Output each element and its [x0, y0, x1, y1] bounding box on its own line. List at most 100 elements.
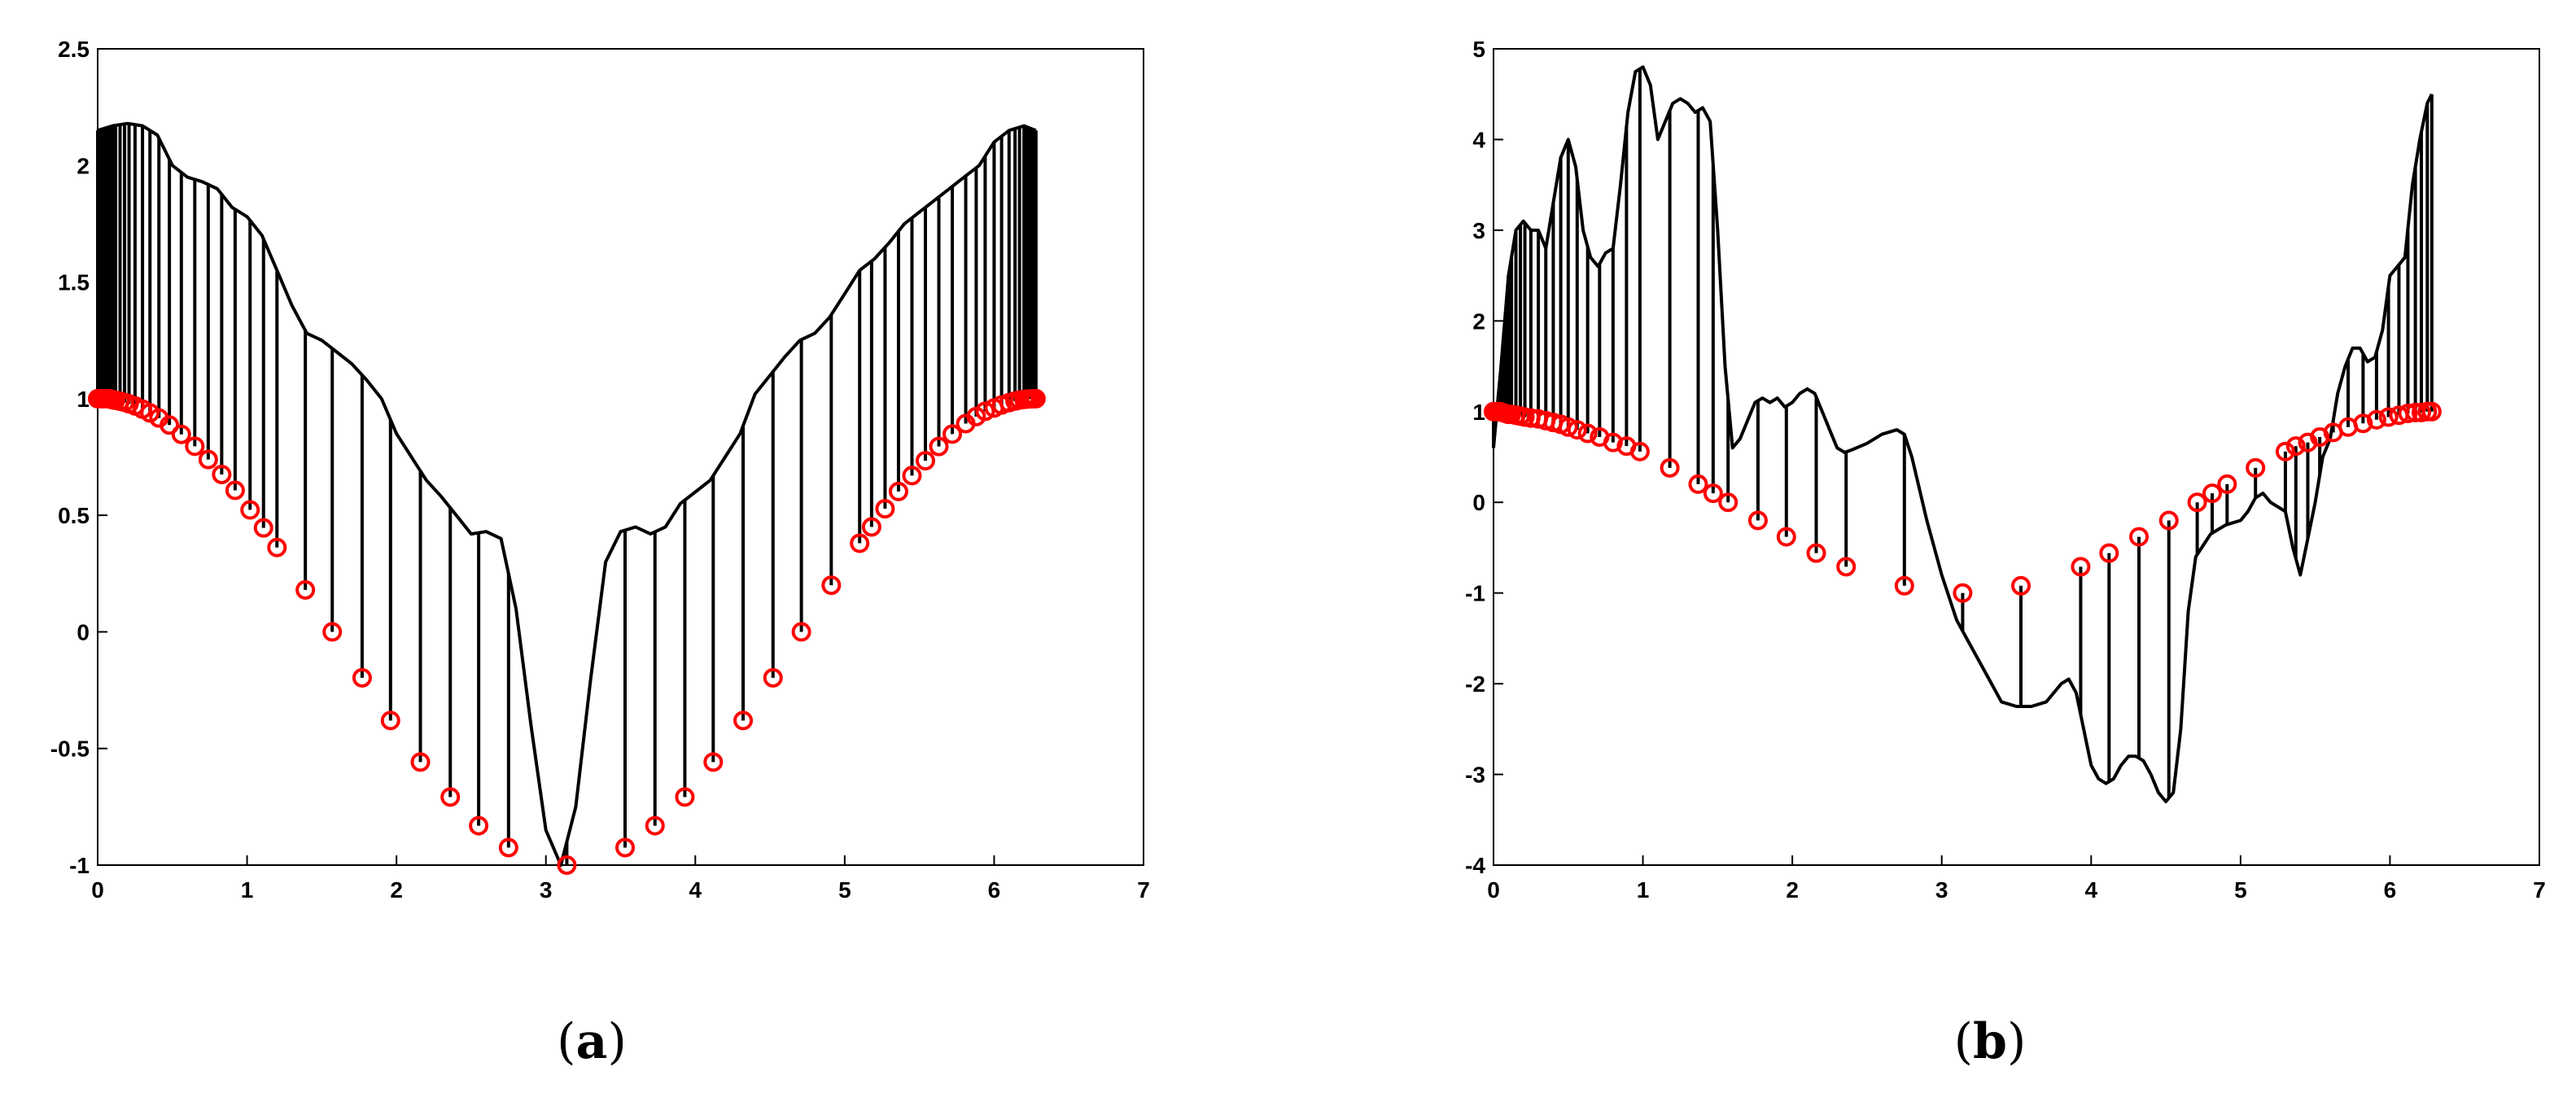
sample-marker [2202, 483, 2222, 504]
sample-marker [850, 533, 870, 553]
sample-marker [2217, 474, 2237, 494]
y-tick-label: -0.5 [50, 737, 90, 762]
chart-panel-b: 0 1 2 3 4 5 6 7 -4 -3 -2 -1 0 1 2 3 4 5 (b) [1465, 37, 2546, 1070]
sample-marker [615, 837, 636, 858]
sample-marker [440, 787, 461, 807]
x-tick-label: 7 [1137, 877, 1150, 903]
y-tick-label: -2 [1465, 671, 1485, 697]
sample-marker [225, 480, 245, 501]
x-tick-label: 2 [1786, 877, 1799, 903]
sample-marker [1660, 457, 1680, 478]
sample-marker [1688, 474, 1708, 494]
sample-marker [2378, 407, 2399, 427]
x-tick-label: 1 [1637, 877, 1650, 903]
sample-marker [821, 575, 842, 596]
sample-marker [380, 710, 400, 731]
sample-marker [703, 752, 724, 772]
x-tick-label: 5 [2234, 877, 2247, 903]
caption-a-letter: a [576, 1013, 608, 1070]
y-tick-label: 2.5 [58, 37, 90, 62]
plot-frame-b [1493, 48, 2540, 866]
y-tick-label: 1.5 [58, 270, 90, 295]
sample-marker [1806, 543, 1826, 563]
sample-marker [253, 518, 273, 538]
sample-marker [1026, 388, 1046, 409]
sample-marker [198, 449, 218, 470]
y-tick-label: 0.5 [58, 503, 90, 528]
sample-marker [929, 436, 949, 457]
sample-marker [2366, 409, 2386, 430]
caption-b: (b) [1954, 1013, 2027, 1070]
x-tick-label: 0 [1487, 877, 1500, 903]
sample-marker [2011, 575, 2031, 596]
sample-marker [1703, 483, 1723, 504]
sample-marker [267, 537, 287, 557]
y-tick-label: 3 [1472, 218, 1485, 243]
sample-marker [295, 579, 316, 600]
sample-marker [2158, 510, 2179, 531]
function-curve [1492, 65, 2434, 803]
sample-marker [861, 517, 881, 537]
function-curve [97, 121, 1037, 867]
y-tick-label: 0 [1472, 490, 1485, 515]
x-tick-label: 0 [91, 877, 104, 903]
chart-panel-a: 0 1 2 3 4 5 6 7 -1 -0.5 0 0.5 1 1.5 2 2.5 (a) [50, 37, 1150, 1070]
sample-marker [1603, 432, 1623, 452]
sample-marker [2246, 457, 2266, 478]
caption-b-letter: b [1973, 1013, 2007, 1070]
sample-marker [1894, 575, 1914, 596]
x-tick-label: 5 [838, 877, 851, 903]
sample-marker [171, 424, 191, 444]
sample-marker [352, 667, 372, 688]
sample-marker [875, 499, 895, 519]
sample-marker [160, 415, 180, 435]
sample-marker [185, 436, 205, 457]
sample-marker [791, 622, 811, 642]
y-tick-label: -1 [1465, 581, 1485, 606]
sample-marker [2071, 557, 2091, 577]
sample-marker [675, 787, 695, 807]
x-tick-label: 1 [241, 877, 254, 903]
sample-marker [1776, 527, 1796, 547]
x-tick-label: 4 [2084, 877, 2097, 903]
sample-marker [469, 815, 489, 836]
sample-marker [1567, 420, 1587, 440]
sample-marker [1629, 441, 1650, 461]
sample-marker [2421, 401, 2442, 422]
y-tick-label: -4 [1465, 853, 1485, 878]
sample-marker [1747, 510, 1768, 531]
sample-marker [322, 622, 343, 642]
sample-marker [1577, 423, 1598, 444]
sample-marker [2285, 436, 2306, 457]
sample-marker [2275, 441, 2295, 461]
y-tick-label: 0 [77, 619, 90, 645]
x-tick-label: 6 [2384, 877, 2397, 903]
x-tick-label: 3 [1935, 877, 1948, 903]
y-tick-label: 2 [77, 153, 90, 178]
sample-marker [2187, 492, 2207, 513]
sample-marker [2099, 543, 2119, 563]
plot-area-b: 0 1 2 3 4 5 6 7 -4 -3 -2 -1 0 1 2 3 4 5 [1465, 37, 2546, 903]
sample-marker [2398, 404, 2418, 424]
sample-marker [410, 752, 431, 772]
x-tick-label: 2 [390, 877, 403, 903]
sample-marker [212, 464, 232, 484]
sample-marker [2353, 413, 2373, 434]
y-tick-label: 4 [1472, 127, 1485, 152]
y-tick-label: 1 [1472, 400, 1485, 425]
sample-marker [763, 667, 783, 688]
sample-marker [915, 451, 935, 471]
sample-marker [645, 815, 665, 836]
x-tick-label: 4 [689, 877, 702, 903]
sample-marker [498, 837, 518, 858]
x-tick-label: 3 [540, 877, 553, 903]
sample-marker [902, 466, 922, 486]
sample-marker [2129, 527, 2150, 547]
y-tick-label: 1 [77, 387, 90, 412]
y-tick-label: 2 [1472, 308, 1485, 334]
y-tick-label: 5 [1472, 37, 1485, 62]
y-tick-label: -1 [69, 853, 90, 878]
sample-marker [888, 481, 908, 501]
sample-marker [1718, 492, 1738, 513]
